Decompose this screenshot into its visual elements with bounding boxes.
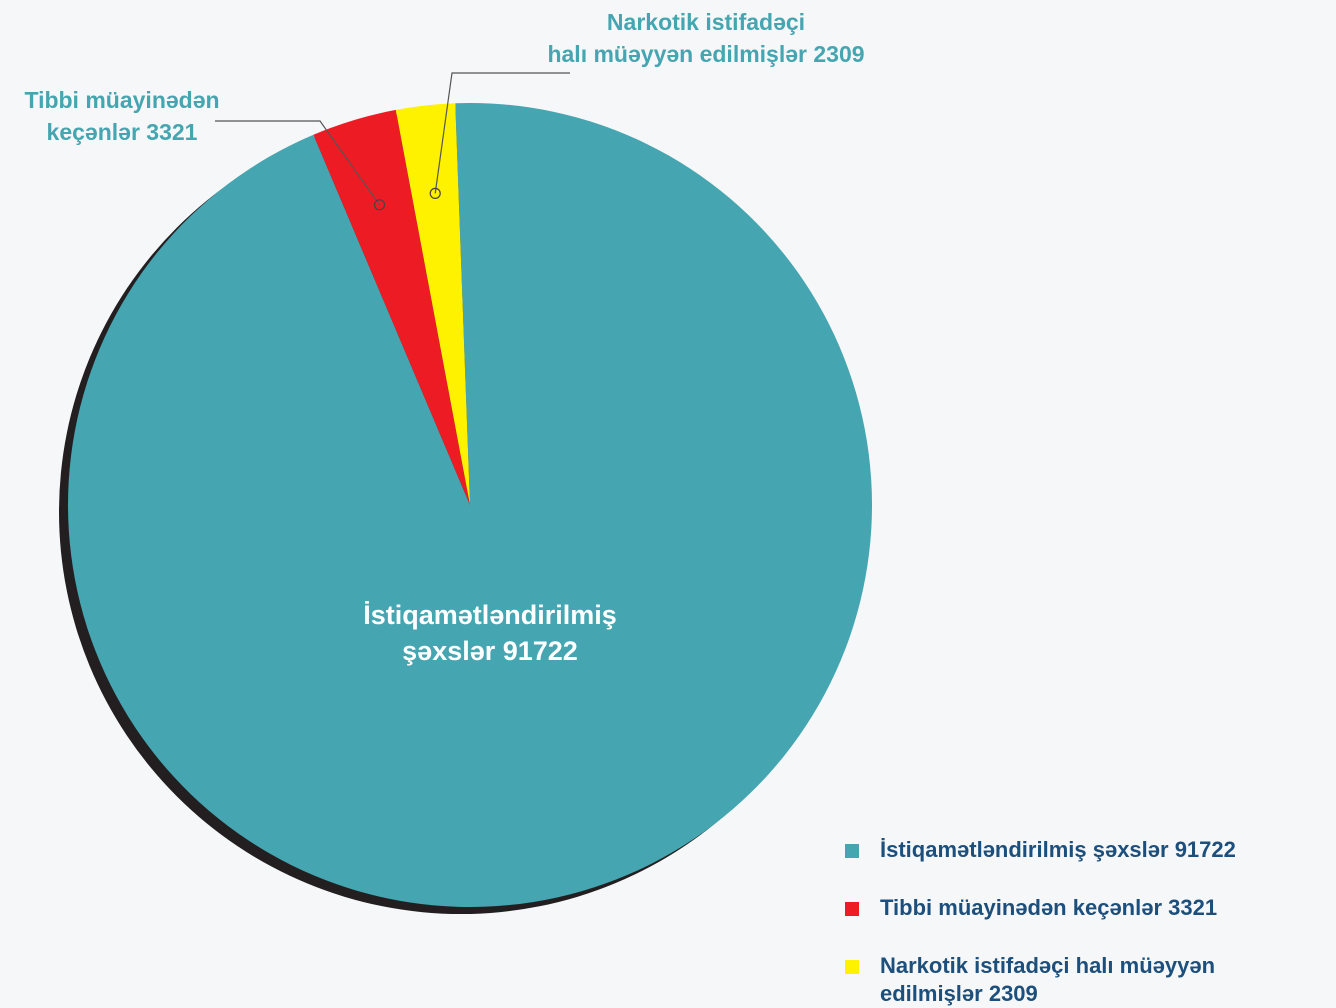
legend-item: Tibbi müayinədən keçənlər 3321 — [845, 894, 1295, 922]
legend-swatch — [845, 960, 859, 974]
leader-line — [215, 120, 380, 206]
legend-swatch — [845, 844, 859, 858]
legend-label: Narkotik istifadəçi halı müəyyən edilmiş… — [880, 953, 1216, 1006]
leader-dot — [373, 199, 386, 211]
pie-slice — [395, 103, 470, 505]
pie-slice — [67, 103, 873, 908]
leader-dot — [429, 187, 441, 199]
slice-label: İstiqamətləndirilmiş — [363, 600, 617, 630]
legend-item: Narkotik istifadəçi halı müəyyən edilmiş… — [845, 952, 1295, 1008]
slice-label: halı müəyyən edilmişlər 2309 — [547, 41, 864, 67]
legend: İstiqamətləndirilmiş şəxslər 91722 Tibbi … — [845, 836, 1295, 1008]
legend-swatch — [845, 902, 859, 916]
slice-label: Tibbi müayinədən — [24, 87, 219, 113]
leader-line — [434, 72, 570, 194]
pie-slice — [313, 109, 470, 506]
slice-label: şəxslər 91722 — [402, 636, 578, 666]
legend-label: Tibbi müayinədən keçənlər 3321 — [880, 895, 1218, 920]
slice-label: keçənlər 3321 — [47, 119, 198, 145]
legend-item: İstiqamətləndirilmiş şəxslər 91722 — [845, 836, 1295, 864]
slice-label: Narkotik istifadəçi — [607, 9, 805, 35]
legend-label: İstiqamətləndirilmiş şəxslər 91722 — [880, 837, 1236, 862]
